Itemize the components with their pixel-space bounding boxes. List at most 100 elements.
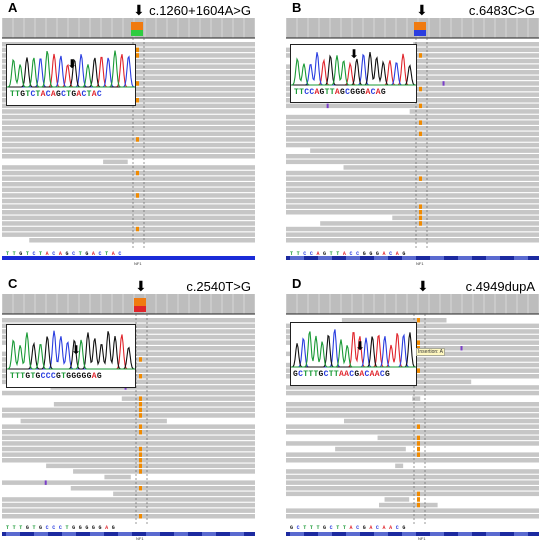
chromatogram-d: ⬇ GCTTTGCTTAACGACAACG bbox=[290, 322, 417, 386]
codon-block bbox=[402, 256, 416, 260]
read bbox=[2, 435, 255, 441]
read bbox=[2, 232, 255, 237]
codon-block bbox=[62, 532, 76, 536]
read bbox=[2, 187, 255, 193]
ref-seq-b: T T C C A G T T A C C G G G A C A G bbox=[290, 251, 406, 257]
down-arrow-icon: ⬇ bbox=[133, 2, 145, 18]
read bbox=[286, 204, 539, 209]
read bbox=[2, 215, 255, 221]
read bbox=[2, 154, 255, 159]
read bbox=[343, 418, 539, 424]
chromatogram-trace-b bbox=[291, 52, 416, 86]
read bbox=[335, 446, 406, 452]
read bbox=[409, 109, 539, 114]
trace-g bbox=[7, 331, 135, 370]
read bbox=[286, 198, 539, 204]
read bbox=[2, 502, 255, 508]
mismatch-base bbox=[136, 47, 139, 53]
read bbox=[310, 148, 539, 153]
gene-label-b: NF1 bbox=[416, 261, 424, 266]
read bbox=[286, 176, 539, 181]
read bbox=[20, 418, 167, 424]
igv-track-b bbox=[286, 18, 539, 260]
read bbox=[70, 486, 255, 491]
read bbox=[408, 357, 539, 362]
panel-d-label: D bbox=[292, 276, 302, 291]
mismatch-base bbox=[139, 463, 142, 469]
read bbox=[343, 165, 539, 170]
codon-block bbox=[486, 256, 500, 260]
mismatch-base bbox=[417, 497, 420, 502]
read bbox=[286, 159, 539, 165]
codon-block bbox=[402, 532, 416, 536]
mismatch-base bbox=[136, 98, 139, 103]
mismatch-base bbox=[139, 514, 142, 519]
read bbox=[121, 396, 255, 401]
read bbox=[286, 402, 539, 407]
mismatch-base bbox=[419, 221, 422, 226]
read bbox=[286, 385, 539, 390]
read bbox=[286, 491, 539, 497]
chromatogram-seq-c: TTTGTGCCCGTGGGGGAG bbox=[10, 372, 102, 381]
read bbox=[2, 182, 255, 187]
read bbox=[2, 126, 255, 131]
read bbox=[286, 407, 539, 413]
mismatch-base bbox=[139, 469, 142, 474]
read bbox=[2, 407, 255, 413]
read bbox=[2, 120, 255, 125]
panel-d-variant: c.4949dupA bbox=[465, 279, 535, 294]
mismatch-base bbox=[417, 435, 420, 441]
codon-block bbox=[318, 532, 332, 536]
allele-bar bbox=[134, 298, 146, 306]
mismatch-base bbox=[139, 452, 142, 457]
trace-a bbox=[291, 332, 416, 368]
read bbox=[2, 226, 255, 232]
read bbox=[286, 131, 539, 137]
read bbox=[50, 385, 255, 390]
insertion-tooltip: Insertion: A bbox=[416, 348, 446, 356]
read bbox=[401, 58, 539, 64]
mismatch-base bbox=[417, 441, 420, 446]
codon-block bbox=[374, 532, 388, 536]
read bbox=[2, 430, 255, 435]
read bbox=[286, 413, 539, 418]
codon-block bbox=[486, 532, 500, 536]
mismatch-base bbox=[417, 452, 420, 457]
read bbox=[286, 126, 539, 131]
read bbox=[46, 463, 255, 469]
codon-block bbox=[6, 532, 20, 536]
coverage-header bbox=[286, 294, 539, 314]
mismatch-base bbox=[417, 340, 420, 345]
read bbox=[113, 491, 255, 497]
read bbox=[53, 402, 255, 407]
read bbox=[377, 435, 539, 441]
read bbox=[2, 446, 255, 452]
read bbox=[341, 318, 447, 323]
mismatch-base bbox=[417, 502, 420, 508]
read bbox=[2, 508, 255, 513]
variant-base bbox=[326, 103, 329, 109]
read bbox=[395, 463, 404, 469]
read bbox=[286, 210, 539, 215]
panel-b: B c.6483C>G ⬇ ⬇ TTCCAGTTAGCGGGACAG T T C… bbox=[286, 0, 539, 267]
ref-seq-c: T T T G T G C C C T G G G G G A G bbox=[6, 525, 116, 531]
read bbox=[286, 226, 539, 232]
read bbox=[286, 187, 539, 193]
codon-block bbox=[346, 256, 360, 260]
mismatch-base bbox=[419, 86, 422, 92]
mismatch-base bbox=[139, 402, 142, 407]
read bbox=[73, 469, 255, 474]
chromatogram-trace-d bbox=[291, 329, 416, 368]
codon-block bbox=[290, 256, 304, 260]
coverage-header bbox=[2, 18, 255, 38]
down-arrow-icon: ⬇ bbox=[416, 2, 428, 18]
codon-block bbox=[430, 256, 444, 260]
read bbox=[286, 120, 539, 125]
trace-g bbox=[7, 57, 135, 88]
mismatch-base bbox=[136, 193, 139, 198]
read bbox=[2, 221, 255, 226]
mismatch-base bbox=[136, 226, 139, 232]
read bbox=[286, 390, 539, 396]
down-arrow-icon: ⬇ bbox=[355, 339, 366, 353]
mismatch-base bbox=[419, 215, 422, 221]
